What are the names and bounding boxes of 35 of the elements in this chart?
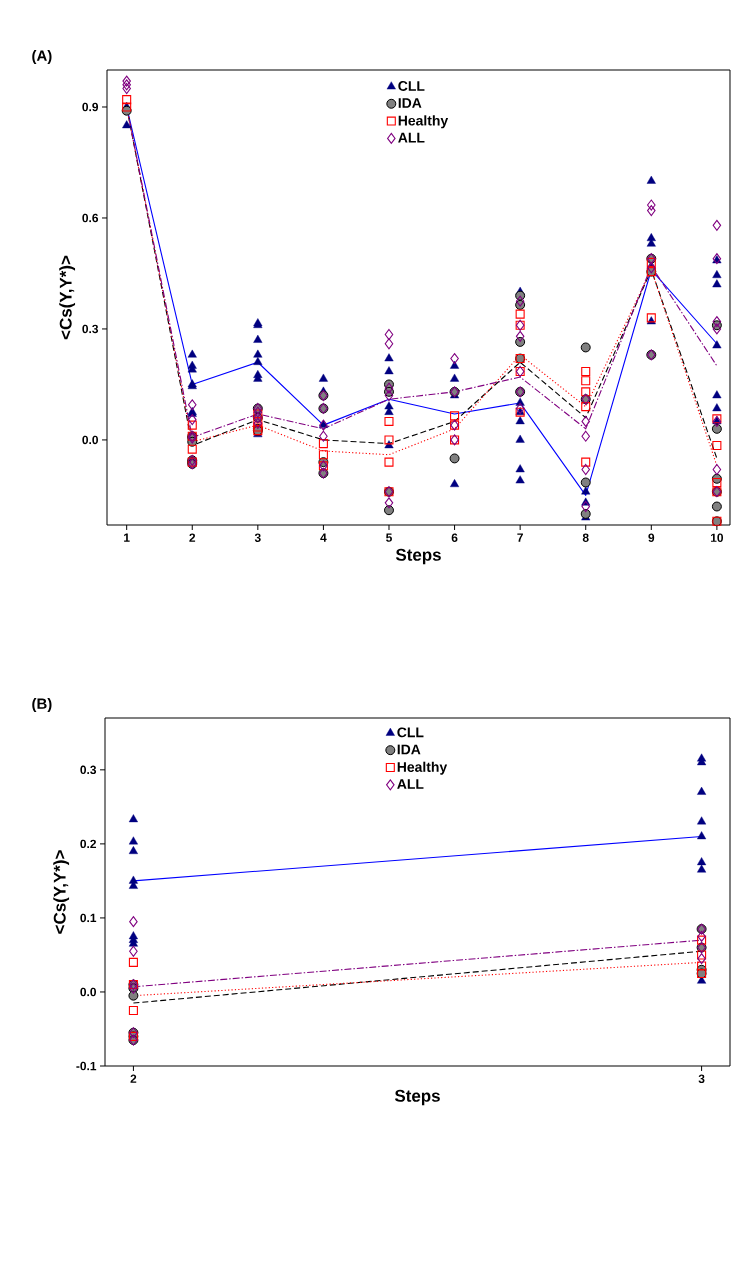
y-tick-label: 0.1 [80,913,97,923]
x-tick-label: 9 [648,533,655,542]
chart-title: (B) [32,698,52,712]
x-axis-title: Steps [395,548,441,565]
x-tick-label: 2 [189,533,196,542]
legend-label: ALL [398,132,425,143]
y-axis-title: <Cs(Y,Y*)> [53,850,70,934]
x-tick-label: 6 [451,533,458,542]
y-tick-label: 0.3 [82,324,99,334]
legend-label: Healthy [398,115,449,129]
y-tick-label: 0.0 [82,435,99,445]
y-tick-label: -0.1 [76,1061,97,1071]
x-tick-label: 7 [517,533,523,542]
x-axis-title: Steps [394,1089,440,1106]
x-tick-label: 5 [386,533,392,542]
x-tick-label: 10 [710,533,724,542]
legend-label: CLL [398,81,425,91]
x-tick-label: 8 [582,533,589,542]
legend-label: CLL [397,727,424,738]
y-tick-label: 0.9 [82,102,99,112]
y-tick-label: 0.0 [80,987,97,997]
y-tick-label: 0.3 [80,765,97,775]
legend-label: ALL [397,779,424,789]
y-tick-label: 0.6 [82,213,99,223]
chart-title: (A) [32,50,52,64]
y-tick-label: 0.2 [80,839,97,849]
x-tick-label: 2 [130,1074,137,1083]
x-tick-label: 3 [698,1074,705,1083]
legend-label: IDA [397,744,421,755]
x-tick-label: 3 [254,533,261,542]
legend-label: Healthy [397,761,448,775]
y-axis-title: <Cs(Y,Y*)> [59,255,76,340]
legend-label: IDA [398,98,422,108]
x-tick-label: 1 [124,533,130,542]
x-tick-label: 4 [320,533,327,542]
